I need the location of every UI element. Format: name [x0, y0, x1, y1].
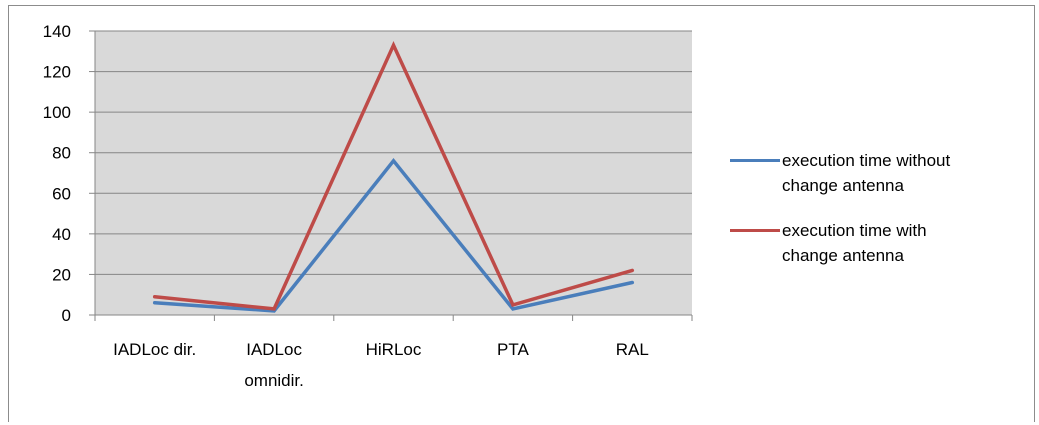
- legend-label-without-line2: change antenna: [782, 176, 904, 195]
- legend-swatch-blue: [730, 159, 780, 162]
- series-line-without-change-antenna: [152, 158, 635, 313]
- legend-item-without: execution time without change antenna: [730, 148, 1030, 198]
- x-tick-label: HiRLoc: [366, 340, 422, 359]
- x-tick-label: IADLoc dir.: [113, 340, 196, 359]
- y-tick-label: 120: [43, 63, 71, 82]
- x-tick-label-line: RAL: [616, 340, 649, 359]
- y-tick-label: 100: [43, 103, 71, 122]
- legend-label-with-line2: change antenna: [782, 246, 904, 265]
- x-tick-label-line: omnidir.: [244, 371, 304, 390]
- x-tick-label: RAL: [616, 340, 649, 359]
- x-tick-label: PTA: [497, 340, 529, 359]
- y-tick-label: 80: [52, 144, 71, 163]
- series-line-with-change-antenna: [152, 40, 635, 311]
- y-tick-label: 0: [62, 306, 71, 325]
- y-tick-label: 140: [43, 22, 71, 41]
- y-tick-label: 60: [52, 184, 71, 203]
- x-tick-label-line: IADLoc dir.: [113, 340, 196, 359]
- y-tick-label: 20: [52, 265, 71, 284]
- x-tick-label-line: PTA: [497, 340, 529, 359]
- legend-item-with: execution time with change antenna: [730, 218, 1030, 268]
- x-tick-label-line: IADLoc: [246, 340, 302, 359]
- legend-label-with-line1: execution time with: [782, 221, 927, 240]
- x-tick-label: IADLoc omnidir.: [244, 340, 304, 390]
- legend-label-without-line1: execution time without: [782, 151, 951, 170]
- legend: execution time without change antenna ex…: [730, 148, 1030, 288]
- y-tick-label: 40: [52, 225, 71, 244]
- x-tick-label-line: HiRLoc: [366, 340, 422, 359]
- legend-swatch-red: [730, 229, 780, 232]
- plot-area: [95, 31, 692, 315]
